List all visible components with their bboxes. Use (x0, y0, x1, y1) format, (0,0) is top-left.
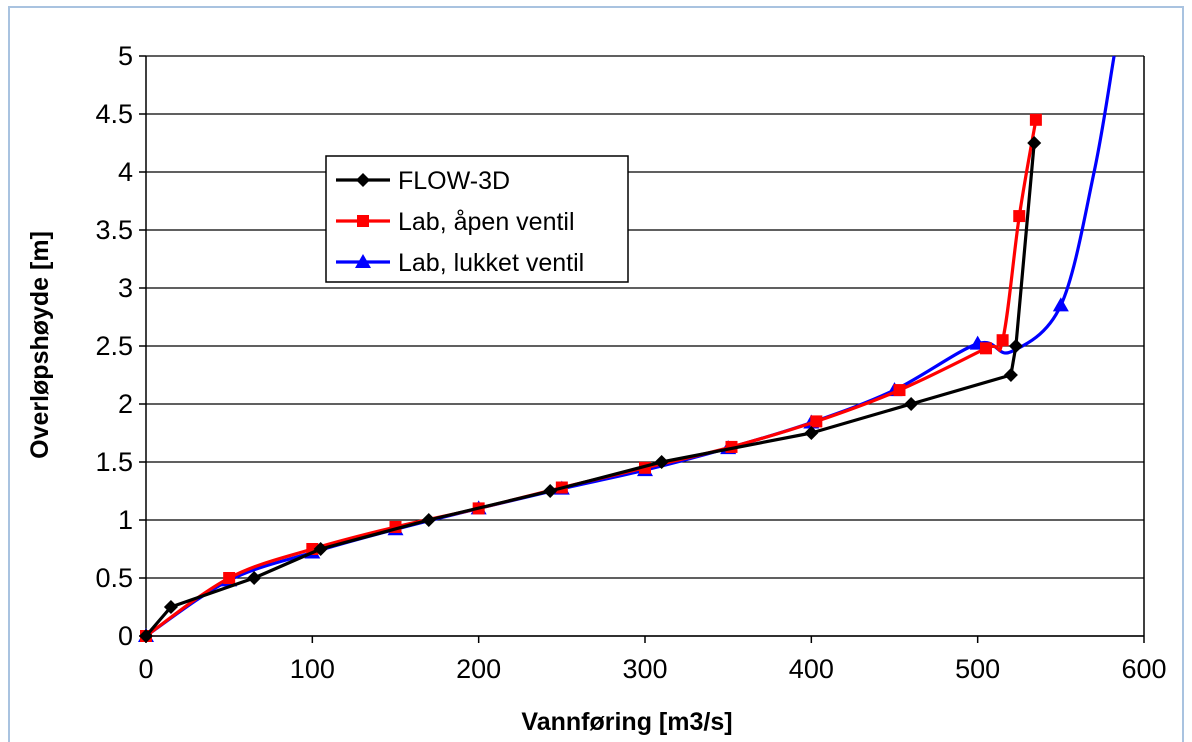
data-point-flow-3d (313, 542, 328, 556)
x-tick-label: 500 (955, 654, 1000, 684)
x-axis-ticks: 0 100 200 300 400 500 600 (138, 636, 1167, 684)
legend: FLOW-3D Lab, åpen ventil Lab, lukket venti… (325, 155, 629, 283)
series-flow-3d (139, 136, 1042, 643)
data-point-lab-apen-ventil (1013, 210, 1026, 223)
y-tick-label: 0.5 (95, 563, 133, 593)
x-tick-label: 100 (290, 654, 335, 684)
data-point-flow-3d (804, 426, 819, 440)
data-point-flow-3d (1008, 339, 1023, 353)
legend-marker-lab-lukket-ventil (355, 254, 371, 268)
data-point-flow-3d (247, 571, 262, 585)
data-point-flow-3d (904, 397, 919, 411)
legend-item-lab-apen-ventil: Lab, åpen ventil (336, 208, 575, 236)
data-point-flow-3d (421, 513, 436, 527)
data-point-flow-3d (1003, 368, 1018, 382)
legend-label-flow-3d: FLOW-3D (398, 167, 510, 195)
y-tick-label: 2 (118, 389, 133, 419)
data-point-lab-apen-ventil (1029, 113, 1042, 126)
data-point-flow-3d (543, 484, 558, 498)
y-tick-label: 4 (118, 157, 133, 187)
series-lab-lukket-ventil (138, 55, 1116, 642)
legend-label-lab-lukket-ventil: Lab, lukket ventil (398, 249, 584, 277)
y-axis-title: Overløpshøyde [m] (26, 231, 54, 459)
data-point-flow-3d (139, 629, 153, 643)
data-point-flow-3d (654, 455, 669, 469)
legend-item-flow-3d: FLOW-3D (336, 167, 510, 195)
legend-marker-lab-apen-ventil (357, 215, 369, 227)
y-tick-label: 0 (118, 621, 133, 651)
data-point-flow-3d (1027, 136, 1042, 150)
y-tick-label: 4.5 (95, 99, 133, 129)
y-axis-ticks: 0 0.5 1 1.5 2 2.5 3 3.5 4 4.5 5 (95, 41, 146, 651)
x-axis-title: Vannføring [m3/s] (521, 708, 732, 736)
y-tick-label: 5 (118, 41, 133, 71)
y-tick-label: 1.5 (95, 447, 133, 477)
x-tick-label: 200 (456, 654, 501, 684)
y-tick-label: 1 (118, 505, 133, 535)
data-point-flow-3d (163, 600, 178, 614)
legend-item-lab-lukket-ventil: Lab, lukket ventil (336, 249, 584, 277)
x-tick-label: 300 (622, 654, 667, 684)
series-layer (138, 55, 1116, 643)
chart-frame (8, 6, 1184, 742)
x-tick-label: 600 (1121, 654, 1166, 684)
data-point-lab-lukket-ventil (1052, 297, 1069, 312)
data-point-lab-apen-ventil (223, 572, 236, 584)
x-tick-label: 0 (138, 654, 153, 684)
y-tick-label: 3 (118, 273, 133, 303)
data-point-lab-apen-ventil (979, 342, 992, 355)
y-tick-label: 3.5 (95, 215, 133, 245)
data-point-lab-apen-ventil (893, 384, 906, 397)
x-tick-label: 400 (789, 654, 834, 684)
legend-label-lab-apen-ventil: Lab, åpen ventil (398, 208, 575, 236)
data-point-lab-apen-ventil (996, 334, 1009, 347)
legend-marker-flow-3d (356, 173, 370, 187)
data-point-lab-apen-ventil (810, 415, 823, 428)
y-tick-label: 2.5 (95, 331, 133, 361)
